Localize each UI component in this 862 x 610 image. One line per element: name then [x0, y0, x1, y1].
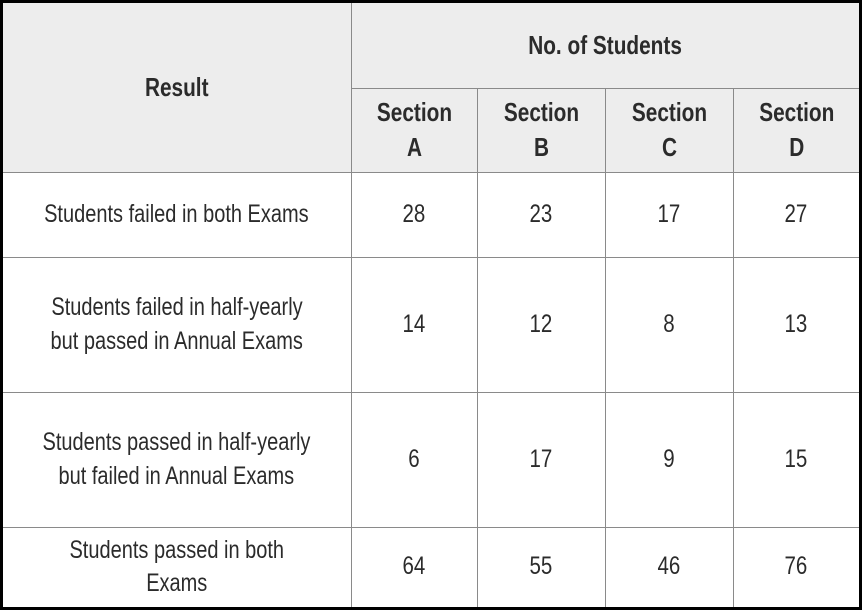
- table-row: Students passed in half-yearly but faile…: [3, 391, 860, 528]
- value-cell: 55: [476, 526, 606, 607]
- section-header-cell: Section B: [476, 87, 606, 173]
- value: 9: [663, 444, 675, 473]
- header-row-group: Result No. of Students: [3, 3, 860, 173]
- value-cell: 14: [350, 256, 478, 393]
- value: 28: [402, 199, 426, 228]
- table-row: Students failed in both Exams 28 23 17 2…: [3, 171, 860, 258]
- header-row-sections: Section A Section B Section C Section D: [3, 87, 860, 173]
- value: 17: [529, 444, 553, 473]
- value-cell: 8: [604, 256, 734, 393]
- table-row: Students passed in both Exams 64 55 46 7…: [3, 526, 860, 607]
- row-label-cell: Students failed in half-yearly but passe…: [3, 256, 352, 393]
- value-cell: 64: [350, 526, 478, 607]
- value: 46: [657, 552, 681, 581]
- value-cell: 17: [476, 391, 606, 528]
- value: 8: [663, 309, 675, 338]
- section-header-cell: Section A: [351, 87, 478, 173]
- value: 27: [784, 199, 808, 228]
- value-cell: 15: [732, 391, 860, 528]
- row-label-cell: Students passed in half-yearly but faile…: [3, 391, 352, 528]
- section-header: Section A: [376, 96, 452, 162]
- value-cell: 9: [604, 391, 734, 528]
- value: 12: [529, 309, 553, 338]
- value-cell: 17: [604, 171, 734, 258]
- value-cell: 27: [732, 171, 860, 258]
- group-header-cell: No. of Students: [350, 3, 860, 89]
- row-label-line: but failed in Annual Exams: [58, 461, 295, 490]
- value-cell: 12: [476, 256, 606, 393]
- row-label-cell: Students failed in both Exams: [3, 171, 352, 258]
- value: 55: [529, 552, 553, 581]
- section-header: Section B: [503, 96, 579, 162]
- row-label-line: but passed in Annual Exams: [50, 326, 303, 355]
- value-cell: 76: [732, 526, 860, 607]
- result-header-cell: Result: [3, 3, 352, 173]
- section-header-cell: Section D: [732, 87, 860, 173]
- value: 6: [408, 444, 420, 473]
- row-label-line: Students failed in half-yearly: [51, 292, 303, 321]
- row-label-line: Students failed in both Exams: [44, 199, 310, 228]
- result-header: Result: [144, 71, 209, 102]
- value: 64: [402, 552, 426, 581]
- section-header-cell: Section C: [604, 87, 734, 173]
- row-label-line: Students passed in half-yearly: [42, 427, 311, 456]
- value: 23: [529, 199, 553, 228]
- results-table: Result No. of Students Section A Section…: [3, 3, 860, 607]
- table-row: Students failed in half-yearly but passe…: [3, 256, 860, 393]
- value-cell: 23: [476, 171, 606, 258]
- row-label-cell: Students passed in both Exams: [3, 526, 352, 607]
- value: 76: [784, 552, 808, 581]
- section-header: Section D: [758, 96, 834, 162]
- value-cell: 6: [350, 391, 478, 528]
- group-header: No. of Students: [528, 29, 683, 60]
- value-cell: 13: [732, 256, 860, 393]
- value-cell: 28: [350, 171, 478, 258]
- value-cell: 46: [604, 526, 734, 607]
- value: 15: [784, 444, 808, 473]
- value: 14: [402, 309, 426, 338]
- section-header: Section C: [631, 96, 707, 162]
- row-label-line: Students passed in both Exams: [69, 535, 285, 598]
- value: 17: [657, 199, 681, 228]
- value: 13: [784, 309, 808, 338]
